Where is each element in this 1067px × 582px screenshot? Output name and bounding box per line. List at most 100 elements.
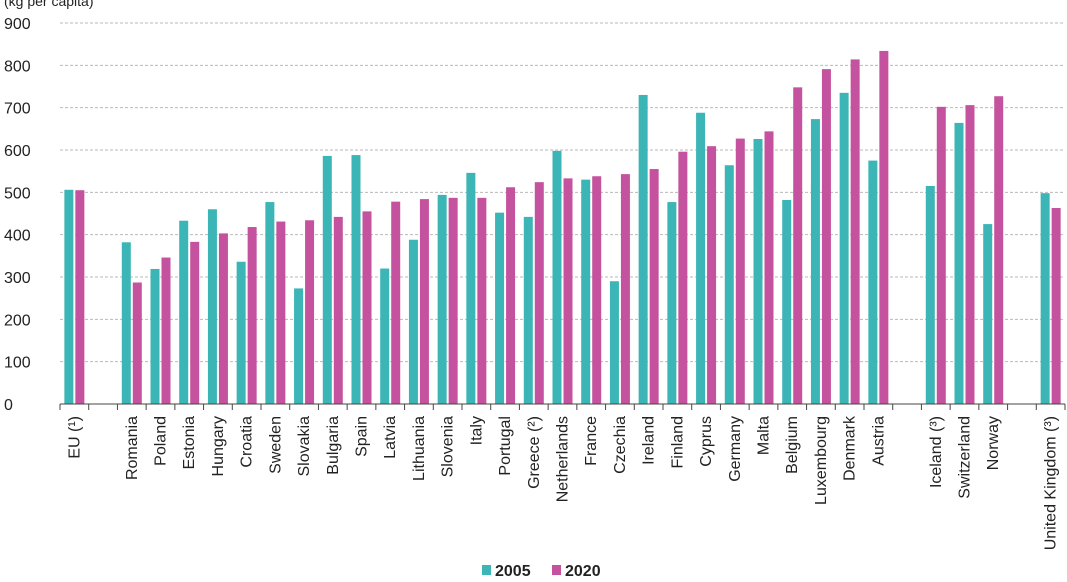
bar-2005 [753,138,763,404]
bar-2005 [380,268,390,404]
x-category-label: Norway [985,416,1002,470]
bar-2020 [850,59,860,404]
x-category-label: Lithuania [411,416,428,481]
x-category-label: Ireland [641,416,658,465]
bar-2005 [322,155,332,404]
x-category-label: France [583,416,600,466]
bar-2020 [419,199,429,404]
x-category-label: Portugal [497,416,514,476]
legend-label-2005: 2005 [495,563,531,580]
bar-2005 [609,281,619,404]
bar-2005 [638,94,648,404]
x-category-label: Hungary [210,416,227,476]
bar-2020 [534,182,544,404]
bar-2005 [810,119,820,404]
bar-2020 [477,197,487,404]
bar-2005 [552,150,562,404]
bar-2005 [954,122,964,404]
x-axis [59,403,1066,410]
bar-2005 [839,92,849,404]
bar-2020 [620,174,630,404]
bar-2020 [391,201,401,404]
bar-2020 [190,241,200,404]
y-tick-label: 400 [4,228,31,245]
bar-2020 [563,178,573,404]
bar-2005 [696,112,706,404]
bar-2020 [305,220,315,404]
y-tick-label: 200 [4,312,31,329]
bar-2005 [351,155,361,404]
x-category-label: Slovakia [296,416,313,477]
x-category-label: Germany [727,416,744,482]
legend: 2005 2020 [482,563,601,580]
y-tick-label: 800 [4,58,31,75]
legend-label-2020: 2020 [565,563,601,580]
bar-2005 [782,199,792,404]
bar-2020 [333,216,343,404]
x-axis-labels: EU (¹) Romania Poland Estonia Hungary Croatia… [66,415,1059,550]
bar-2020 [276,221,286,404]
y-tick-label: 500 [4,185,31,202]
bar-2005 [179,220,189,404]
x-category-label: Latvia [382,416,399,459]
bar-2020 [764,131,774,404]
x-category-label: Iceland (³) [928,416,945,488]
legend-swatch-2005 [482,565,491,575]
bar-2020 [879,50,889,404]
bar-2005 [495,212,505,404]
bar-2020 [218,233,228,404]
x-category-label: Bulgaria [325,416,342,475]
bar-2020 [821,69,831,404]
x-category-label: Italy [468,416,485,445]
y-tick-label: 300 [4,270,31,287]
x-category-label: Sweden [267,416,284,474]
bar-2020 [793,87,803,404]
bar-2020 [707,146,717,404]
y-tick-label: 700 [4,101,31,118]
x-category-label: Denmark [842,415,859,481]
bar-2005 [868,160,878,404]
x-category-label: Greece (²) [526,416,543,489]
bar-2005 [64,189,74,404]
bar-2005 [121,242,131,404]
bar-2005 [983,224,993,404]
bar-2020 [247,227,257,404]
x-category-label: Croatia [239,416,256,468]
bar-2005 [408,239,418,404]
bar-2005 [581,179,591,404]
x-category-label: Austria [870,416,887,466]
bar-2020 [592,176,602,404]
bar-2020 [448,197,458,404]
bar-2020 [735,138,745,404]
x-category-label: Estonia [181,416,198,469]
bar-2005 [667,202,677,404]
x-category-label: Slovenia [440,416,457,477]
y-tick-label: 600 [4,143,31,160]
bar-2020 [75,190,85,404]
bar-2005 [724,165,734,404]
bar-2005 [1040,193,1050,404]
y-axis-ticks: 0 100 200 300 400 500 600 700 800 900 [4,16,31,414]
bar-2020 [506,187,516,404]
x-category-label: Netherlands [555,416,572,502]
bar-2005 [466,172,476,404]
x-category-label: Belgium [784,416,801,474]
bar-2020 [132,282,142,404]
x-category-label: Poland [153,416,170,466]
x-category-label: Malta [756,416,773,455]
x-category-label: Romania [124,416,141,480]
x-category-label: Spain [354,416,371,457]
y-tick-label: 100 [4,355,31,372]
bar-2005 [437,194,447,404]
legend-swatch-2020 [552,565,561,575]
bar-2020 [994,96,1004,404]
bar-2005 [265,202,275,404]
bar-2020 [965,105,975,405]
bar-2005 [207,209,217,404]
unit-label: (kg per capita) [4,0,93,9]
y-tick-label: 900 [4,16,31,33]
bar-2005 [150,268,160,404]
x-category-label: EU (¹) [66,416,83,459]
x-category-label: Czechia [612,416,629,474]
